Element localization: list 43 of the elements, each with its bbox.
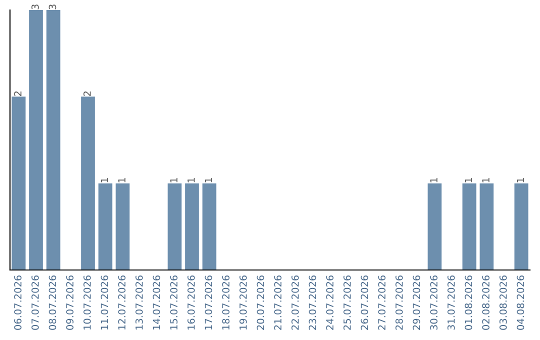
x-tick-label: 14.07.2026 [152,275,160,330]
x-tick-label: 06.07.2026 [14,275,22,330]
x-tick-label: 22.07.2026 [291,275,299,330]
x-tick-label: 31.07.2026 [447,275,455,330]
x-tick-label: 23.07.2026 [308,275,316,330]
x-tick-label: 18.07.2026 [222,275,230,330]
x-tick-label: 19.07.2026 [239,275,247,330]
x-tick-label: 26.07.2026 [360,275,368,330]
data-label: 1 [430,178,438,182]
x-tick-label: 28.07.2026 [395,275,403,330]
data-label: 1 [482,178,490,182]
x-tick-label: 02.08.2026 [482,275,490,330]
x-tick-label: 20.07.2026 [256,275,264,330]
x-tick-label: 15.07.2026 [170,275,178,330]
x-tick-label: 01.08.2026 [464,275,472,330]
x-tick-label: 16.07.2026 [187,275,195,330]
data-label: 1 [188,178,195,182]
x-tick-label: 08.07.2026 [48,275,56,330]
x-tick-label: 24.07.2026 [326,275,334,330]
data-label: 2 [83,91,91,96]
x-tick-label: 09.07.2026 [66,275,74,330]
x-tick-label: 27.07.2026 [378,275,386,330]
data-label: 1 [170,178,178,182]
data-label: 1 [118,178,126,182]
x-tick-label: 30.07.2026 [430,275,438,330]
data-label: 2 [14,91,22,96]
x-tick-label: 11.07.2026 [100,275,108,330]
x-tick-label: 12.07.2026 [118,275,126,330]
x-tick-label: 17.07.2026 [204,275,212,330]
x-tick-label: 13.07.2026 [135,275,143,330]
data-label: 1 [464,178,472,182]
x-tick-label: 21.07.2026 [274,275,282,330]
data-label: 3 [31,4,39,10]
x-tick-label: 04.08.2026 [516,275,524,330]
x-tick-label: 25.07.2026 [343,275,351,330]
x-tick-label: 07.07.2026 [31,275,39,330]
data-label: 1 [204,178,212,182]
data-label: 1 [516,178,524,182]
x-tick-label: 29.07.2026 [412,275,420,330]
data-label: 3 [48,4,56,10]
data-label: 1 [100,178,108,182]
x-tick-label: 10.07.2026 [83,275,91,330]
x-tick-label: 03.08.2026 [499,275,507,330]
